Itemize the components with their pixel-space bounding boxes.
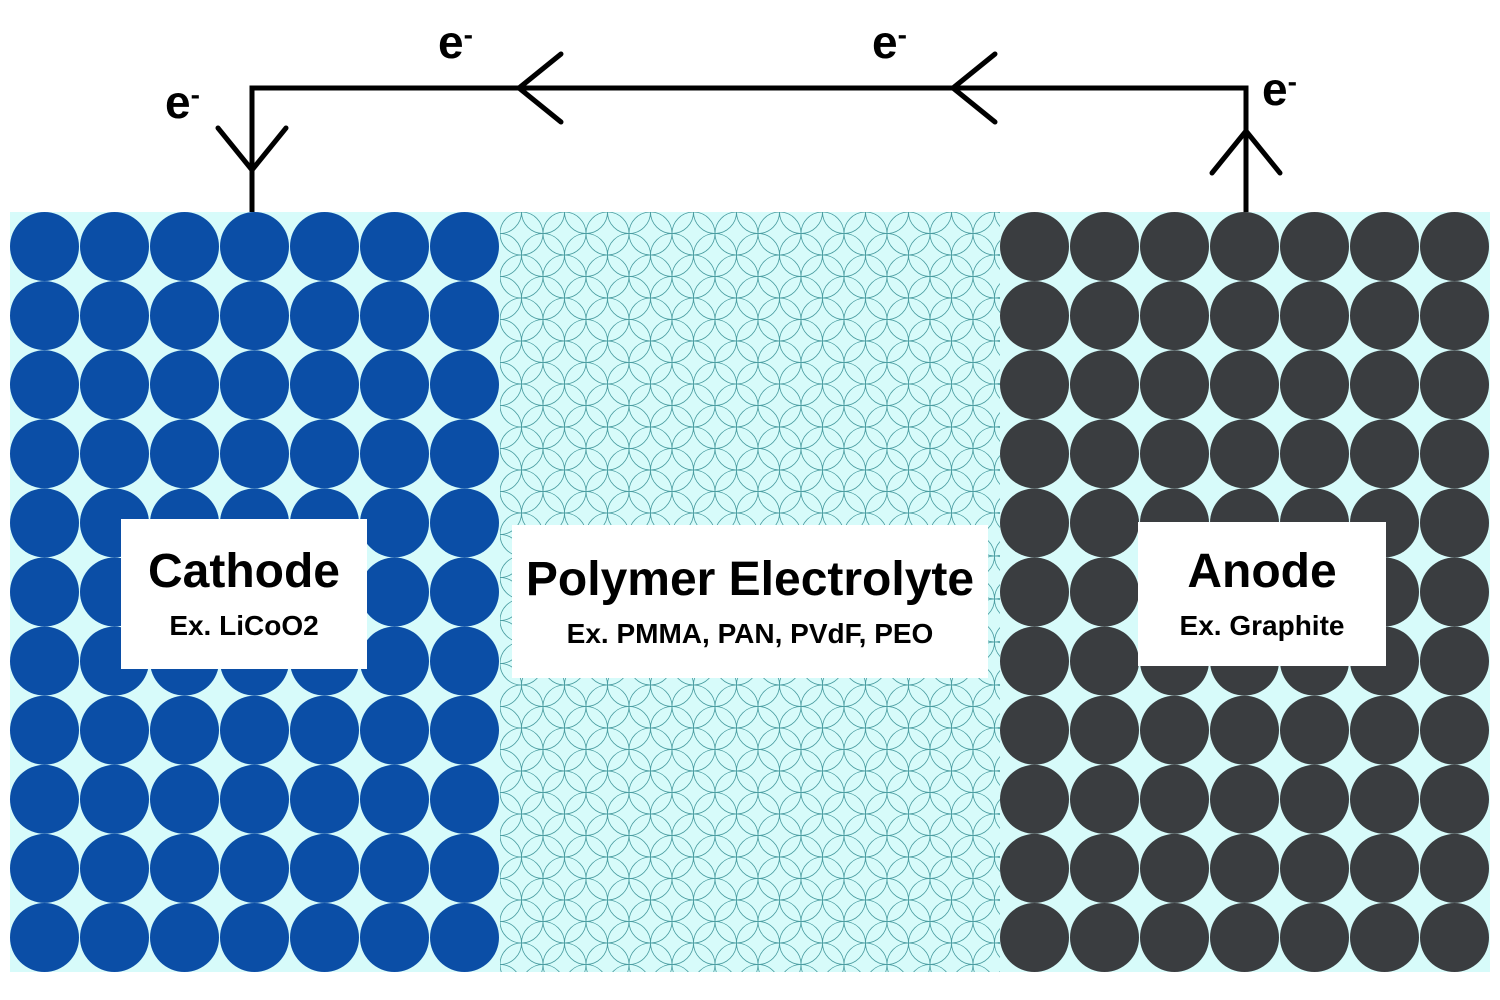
svg-text:e-: e- <box>1262 63 1297 115</box>
svg-text:e-: e- <box>438 16 473 68</box>
svg-text:e-: e- <box>165 76 200 128</box>
svg-text:e-: e- <box>872 16 907 68</box>
